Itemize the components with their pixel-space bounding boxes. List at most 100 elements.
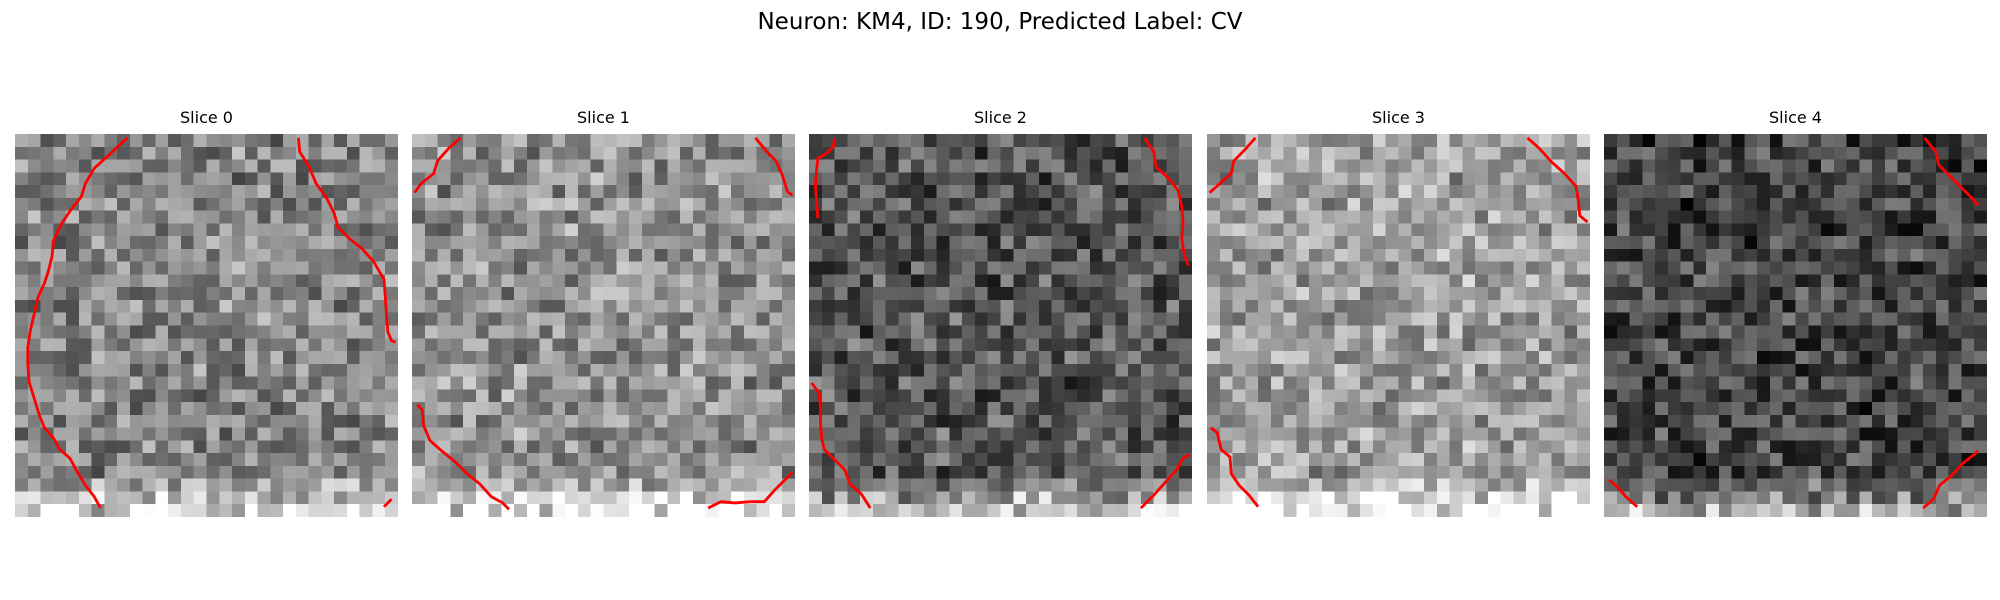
slice-pixel xyxy=(1232,261,1246,275)
slice-pixel xyxy=(1538,172,1552,186)
slice-pixel xyxy=(295,478,309,492)
slice-pixel xyxy=(1296,376,1310,390)
slice-pixel xyxy=(142,351,156,365)
slice-pixel xyxy=(974,312,988,326)
slice-pixel xyxy=(1782,440,1796,454)
slice-pixel xyxy=(1935,440,1949,454)
slice-pixel xyxy=(155,504,169,517)
slice-pixel xyxy=(270,312,284,326)
slice-pixel xyxy=(756,312,770,326)
slice-pixel xyxy=(1744,312,1758,326)
slice-pixel xyxy=(552,312,566,326)
slice-pixel xyxy=(1808,197,1822,211)
slice-pixel xyxy=(359,172,373,186)
slice-pixel xyxy=(412,440,426,454)
slice-pixel xyxy=(1038,389,1052,403)
slice-pixel xyxy=(936,465,950,479)
slice-pixel xyxy=(270,478,284,492)
slice-pixel xyxy=(1347,312,1361,326)
slice-pixel xyxy=(257,325,271,339)
slice-pixel xyxy=(168,274,182,288)
slice-pixel xyxy=(1910,325,1924,339)
slice-pixel xyxy=(501,248,515,262)
slice-pixel xyxy=(1077,210,1091,224)
slice-pixel xyxy=(1296,210,1310,224)
slice-pixel xyxy=(1693,440,1707,454)
slice-pixel xyxy=(1642,197,1656,211)
slice-pixel xyxy=(475,312,489,326)
slice-pixel xyxy=(731,338,745,352)
slice-pixel xyxy=(1245,504,1259,517)
slice-pixel xyxy=(616,312,630,326)
slice-pixel xyxy=(1808,223,1822,237)
slice-pixel xyxy=(1038,274,1052,288)
slice-pixel xyxy=(206,465,220,479)
slice-pixel xyxy=(1051,248,1065,262)
slice-pixel xyxy=(193,146,207,160)
slice-pixel xyxy=(1258,261,1272,275)
slice-pixel xyxy=(463,159,477,173)
slice-pixel xyxy=(1166,440,1180,454)
slice-pixel xyxy=(1500,159,1514,173)
slice-pixel xyxy=(1102,465,1116,479)
slice-pixel xyxy=(936,185,950,199)
slice-pixel xyxy=(180,248,194,262)
slice-pixel xyxy=(1744,338,1758,352)
slice-pixel xyxy=(1769,376,1783,390)
slice-pixel xyxy=(962,453,976,467)
slice-pixel xyxy=(308,261,322,275)
slice-pixel xyxy=(334,402,348,416)
slice-pixel xyxy=(244,312,258,326)
slice-pixel xyxy=(1038,376,1052,390)
slice-pixel xyxy=(257,248,271,262)
slice-pixel xyxy=(911,414,925,428)
slice-pixel xyxy=(1411,197,1425,211)
slice-pixel xyxy=(1577,146,1590,160)
slice-pixel xyxy=(552,338,566,352)
slice-pixel xyxy=(53,453,67,467)
slice-pixel xyxy=(1948,478,1962,492)
slice-pixel xyxy=(1655,172,1669,186)
slice-pixel xyxy=(847,402,861,416)
slice-pixel xyxy=(514,134,528,148)
slice-pixel xyxy=(1207,159,1221,173)
slice-pixel xyxy=(1538,402,1552,416)
slice-title: Slice 3 xyxy=(1372,108,1425,127)
slice-pixel xyxy=(629,210,643,224)
slice-pixel xyxy=(1245,325,1259,339)
slice-pixel xyxy=(1757,465,1771,479)
slice-pixel xyxy=(232,185,246,199)
slice-pixel xyxy=(1897,376,1911,390)
slice-pixel xyxy=(1551,299,1565,313)
slice-pixel xyxy=(667,274,681,288)
slice-pixel xyxy=(1321,159,1335,173)
slice-pixel xyxy=(526,299,540,313)
slice-pixel xyxy=(1974,338,1987,352)
slice-pixel xyxy=(1475,159,1489,173)
slice-pixel xyxy=(1629,287,1643,301)
slice-pixel xyxy=(193,299,207,313)
slice-pixel xyxy=(1207,312,1221,326)
slice-pixel xyxy=(1500,453,1514,467)
slice-pixel xyxy=(1360,210,1374,224)
slice-pixel xyxy=(488,363,502,377)
slice-pixel xyxy=(1897,478,1911,492)
slice-pixel xyxy=(129,210,143,224)
slice-pixel xyxy=(936,338,950,352)
slice-pixel xyxy=(257,465,271,479)
slice-pixel xyxy=(129,146,143,160)
slice-pixel xyxy=(974,440,988,454)
slice-pixel xyxy=(27,504,41,517)
slice-pixel xyxy=(1757,236,1771,250)
slice-pixel xyxy=(450,440,464,454)
slice-pixel xyxy=(1897,312,1911,326)
slice-pixel xyxy=(692,236,706,250)
slice-pixel xyxy=(1462,325,1476,339)
slice-pixel xyxy=(1757,261,1771,275)
slice-pixel xyxy=(180,453,194,467)
slice-pixel xyxy=(603,325,617,339)
slice-pixel xyxy=(193,159,207,173)
slice-pixel xyxy=(860,287,874,301)
slice-pixel xyxy=(1884,261,1898,275)
slice-pixel xyxy=(1680,427,1694,441)
